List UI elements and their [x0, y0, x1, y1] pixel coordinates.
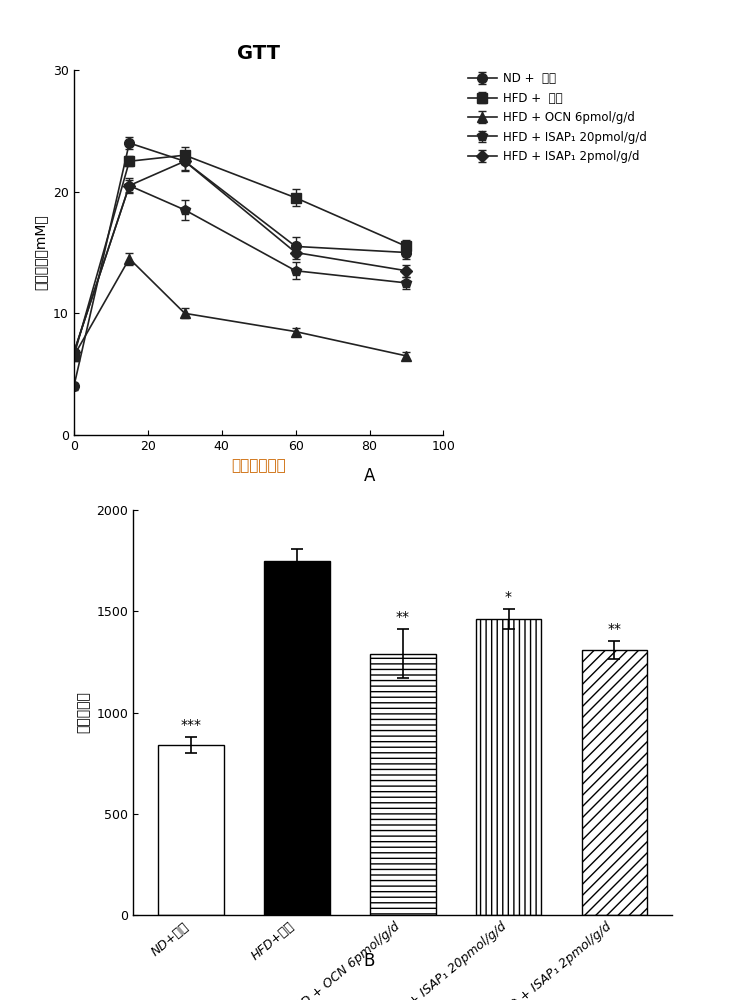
Bar — [582, 650, 647, 915]
Text: ***: *** — [181, 718, 202, 732]
Text: *: * — [505, 590, 512, 604]
Bar — [158, 745, 224, 915]
Text: A: A — [364, 467, 375, 485]
Bar — [476, 619, 542, 915]
X-axis label: 时间（分钒）: 时间（分钒） — [231, 458, 286, 473]
Bar — [370, 654, 435, 915]
Legend: ND +  载剂, HFD +  载剂, HFD + OCN 6pmol/g/d, HFD + ISAP₁ 20pmol/g/d, HFD + ISAP₁ 2p: ND + 载剂, HFD + 载剂, HFD + OCN 6pmol/g/d, … — [464, 69, 650, 167]
Bar — [264, 561, 330, 915]
Text: **: ** — [396, 610, 409, 624]
Text: **: ** — [607, 622, 621, 636]
Y-axis label: 血糖水平（mM）: 血糖水平（mM） — [33, 215, 47, 290]
Title: GTT: GTT — [237, 44, 280, 63]
Y-axis label: 曲线下面积: 曲线下面积 — [77, 692, 91, 733]
Text: B: B — [364, 952, 375, 970]
